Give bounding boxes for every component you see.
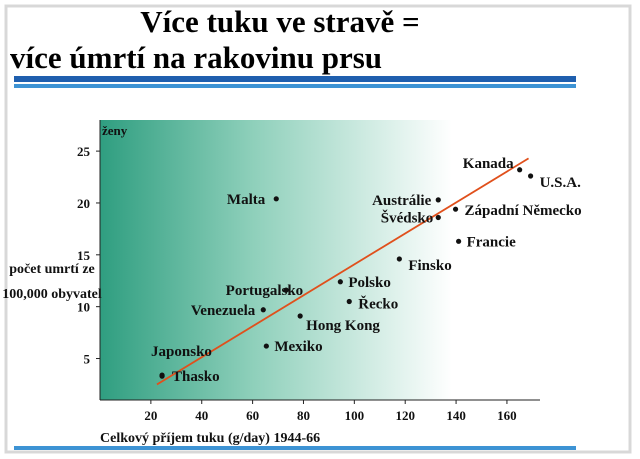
point-label: Finsko xyxy=(408,258,451,274)
x-tick-label: 120 xyxy=(395,408,415,423)
plot-background xyxy=(100,120,540,400)
y-tick-label: 5 xyxy=(84,352,91,367)
x-tick-label: 80 xyxy=(297,408,310,423)
point-label: U.S.A. xyxy=(540,175,582,191)
y-axis-label: počet umrtí ze xyxy=(9,262,95,277)
point-label: Západní Německo xyxy=(465,203,582,219)
trend-line xyxy=(156,157,530,386)
data-point xyxy=(260,307,266,313)
x-tick-label: 160 xyxy=(497,408,517,423)
data-point xyxy=(283,287,289,293)
data-point xyxy=(452,206,459,212)
point-label: Francie xyxy=(467,234,516,250)
y-axis-label: 100,000 obyvatel xyxy=(2,287,102,302)
stripe xyxy=(14,76,576,82)
y-tick-label: 15 xyxy=(77,248,91,263)
point-label: Hong Kong xyxy=(306,318,380,334)
data-point xyxy=(396,256,402,262)
x-axis-label: Celkový příjem tuku (g/day) 1944-66 xyxy=(100,431,320,446)
point-label: Řecko xyxy=(358,295,398,312)
point-label: Japonsko xyxy=(151,344,212,360)
subtitle: více úmrtí na rakovinu prsu xyxy=(10,40,382,75)
data-point xyxy=(527,173,534,179)
x-tick-label: 40 xyxy=(195,408,208,423)
data-point xyxy=(297,313,303,319)
data-point xyxy=(435,197,441,203)
x-tick-label: 100 xyxy=(345,408,365,423)
y-tick-label: 25 xyxy=(77,144,91,159)
y-tick-label: 20 xyxy=(77,196,90,211)
point-label: Portugalsko xyxy=(226,283,304,299)
data-point xyxy=(517,167,523,173)
slide-frame xyxy=(4,4,632,454)
x-tick-label: 60 xyxy=(246,408,259,423)
point-label: Kanada xyxy=(463,156,514,172)
data-point xyxy=(346,298,352,305)
data-point xyxy=(273,196,279,202)
stripe xyxy=(14,446,576,450)
data-point xyxy=(456,238,462,244)
data-point xyxy=(435,214,441,221)
point-label: Malta xyxy=(227,192,266,208)
y-tick-label: 10 xyxy=(77,300,90,315)
point-label: Švédsko xyxy=(381,209,434,226)
stripe xyxy=(14,84,576,88)
y-group-label: ženy xyxy=(102,123,128,138)
point-label: Austrálie xyxy=(372,193,432,209)
point-label: Thasko xyxy=(172,369,220,385)
point-label: Venezuela xyxy=(191,303,256,319)
x-tick-label: 140 xyxy=(446,408,466,423)
title: Více tuku ve stravě = xyxy=(140,4,419,39)
point-label: Polsko xyxy=(348,275,391,291)
data-point xyxy=(263,343,269,349)
data-point xyxy=(337,279,343,285)
point-label: Mexiko xyxy=(274,339,322,355)
x-tick-label: 20 xyxy=(144,408,157,423)
data-point xyxy=(159,372,165,378)
